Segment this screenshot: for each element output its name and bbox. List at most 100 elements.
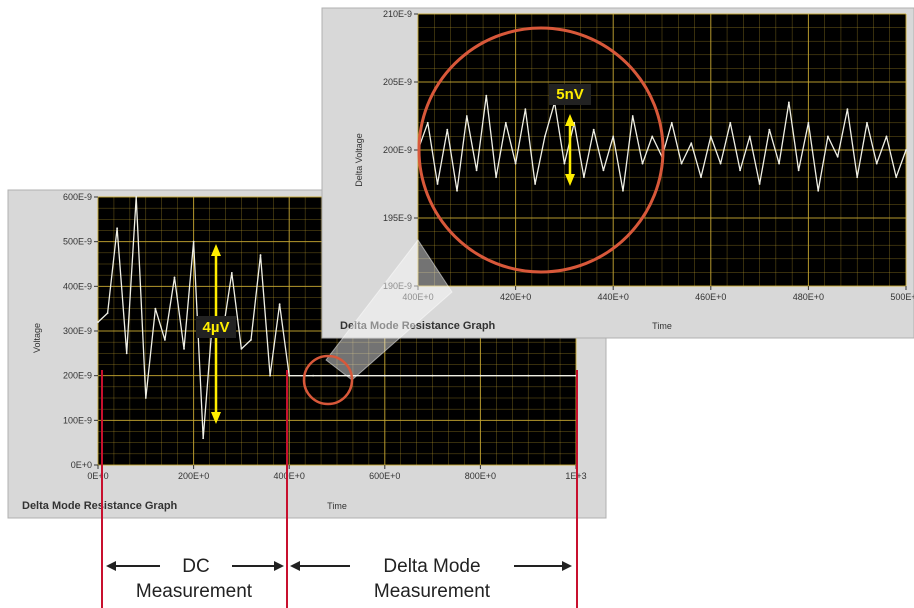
data-point xyxy=(680,162,683,165)
zoom-source-circle xyxy=(302,354,354,406)
x-tick-label: 500E+0 xyxy=(890,292,914,302)
data-point xyxy=(495,176,497,179)
y-tick-label: 200E-9 xyxy=(383,145,412,155)
dc-left-arrowhead xyxy=(106,561,116,571)
dc-right-arrowhead xyxy=(274,561,284,571)
data-point xyxy=(164,339,166,341)
inset-graph-y-ticks: 210E-9 205E-9 200E-9 195E-9 190E-9 xyxy=(383,9,418,291)
delta-right-arrowhead xyxy=(562,561,572,571)
data-point xyxy=(192,240,195,243)
inset-graph: 210E-9 205E-9 200E-9 195E-9 190E-9 400E+0 420… xyxy=(321,7,914,339)
data-point xyxy=(278,303,281,306)
data-point xyxy=(836,155,839,158)
data-point xyxy=(690,142,693,145)
y-tick-label: 300E-9 xyxy=(63,326,92,336)
data-point xyxy=(670,121,673,124)
data-point xyxy=(465,115,468,117)
inset-graph-xlabel: Time xyxy=(652,321,672,331)
data-point xyxy=(905,149,907,151)
data-point xyxy=(534,183,537,185)
main-graph-title: Delta Mode Resistance Graph xyxy=(22,500,178,512)
data-point xyxy=(431,374,434,377)
data-point xyxy=(446,128,449,131)
data-point xyxy=(97,321,99,323)
data-point xyxy=(436,183,439,185)
x-tick-label: 600E+0 xyxy=(369,471,400,481)
data-point xyxy=(154,307,157,310)
data-point xyxy=(875,162,878,165)
inset-annotation-label: 5nV xyxy=(556,86,584,103)
dc-label-line2: Measurement xyxy=(136,581,253,602)
main-annotation-arrowhead-down xyxy=(211,412,221,424)
y-tick-label: 100E-9 xyxy=(63,415,92,425)
x-tick-label: 400E+0 xyxy=(274,471,305,481)
x-tick-label: 200E+0 xyxy=(178,471,209,481)
data-point xyxy=(622,189,624,192)
data-point xyxy=(592,128,595,131)
x-tick-label: 400E+0 xyxy=(402,292,433,302)
data-point xyxy=(336,374,338,377)
y-tick-label: 0E+0 xyxy=(71,460,92,470)
x-tick-label: 420E+0 xyxy=(500,292,531,302)
data-point xyxy=(866,121,868,124)
x-tick-label: 460E+0 xyxy=(695,292,726,302)
data-point xyxy=(700,176,702,179)
data-point xyxy=(739,169,741,172)
data-point xyxy=(504,121,507,124)
data-point xyxy=(729,121,732,124)
dc-label-line1: DC xyxy=(182,556,209,577)
main-annotation-arrowhead-up xyxy=(211,244,221,256)
main-annotation: 4µV xyxy=(196,244,236,424)
data-point xyxy=(641,162,644,165)
data-point xyxy=(269,374,271,377)
y-tick-label: 400E-9 xyxy=(63,281,92,291)
data-point xyxy=(709,135,712,138)
data-point xyxy=(612,135,615,138)
inset-annotation-arrowhead-down xyxy=(565,174,575,186)
data-point xyxy=(312,374,314,377)
delta-label-line2: Measurement xyxy=(374,581,491,602)
data-point xyxy=(719,162,722,165)
inset-annotation-box xyxy=(549,84,591,105)
main-annotation-box xyxy=(196,316,236,338)
data-point xyxy=(173,276,176,279)
inset-graph-x-ticks: 400E+0 420E+0 440E+0 460E+0 480E+0 500E+0 xyxy=(402,286,914,302)
data-point xyxy=(456,189,458,192)
region-markers: DC Measurement Delta Mode Measurement xyxy=(101,370,578,608)
data-point xyxy=(651,135,654,138)
data-point xyxy=(106,312,109,315)
inset-annotation-arrowhead-up xyxy=(565,114,575,126)
data-point xyxy=(135,196,138,198)
x-tick-label: 0E+0 xyxy=(87,471,108,481)
data-point xyxy=(631,115,634,117)
data-point xyxy=(527,374,530,377)
data-point xyxy=(125,352,128,355)
data-point xyxy=(563,162,566,165)
data-point xyxy=(885,135,888,138)
y-tick-label: 195E-9 xyxy=(383,213,412,223)
data-point xyxy=(856,176,859,179)
data-point xyxy=(602,169,605,172)
main-graph-xlabel: Time xyxy=(327,501,347,511)
data-point xyxy=(485,94,488,97)
main-graph-ylabel: Voltage xyxy=(32,323,42,353)
data-point xyxy=(817,189,820,192)
y-tick-label: 205E-9 xyxy=(383,77,412,87)
main-graph-y-ticks: 600E-9 500E-9 400E-9 300E-9 200E-9 100E-9 0E+0 xyxy=(63,192,98,470)
data-point xyxy=(230,272,233,274)
data-point xyxy=(846,108,849,111)
y-tick-label: 600E-9 xyxy=(63,192,92,202)
data-point xyxy=(778,162,781,165)
zoom-callout xyxy=(302,26,665,406)
y-tick-label: 200E-9 xyxy=(63,371,92,381)
data-point xyxy=(259,254,262,256)
data-point xyxy=(895,176,898,179)
x-tick-label: 480E+0 xyxy=(793,292,824,302)
main-annotation-label: 4µV xyxy=(203,319,230,336)
y-tick-label: 500E-9 xyxy=(63,237,92,247)
data-point xyxy=(426,121,429,124)
data-point xyxy=(144,397,147,399)
y-tick-label: 190E-9 xyxy=(383,281,412,291)
zoom-beam xyxy=(325,239,453,381)
